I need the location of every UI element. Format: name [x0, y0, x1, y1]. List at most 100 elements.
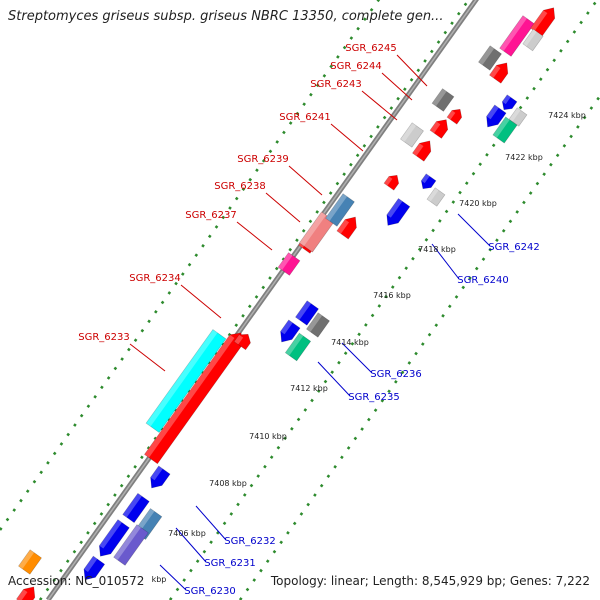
gene-feature-sgr-6242[interactable] [420, 173, 437, 190]
gene-feature-sgr-6241[interactable] [383, 174, 400, 191]
scale-labels: 7406 kbp 7408 kbp 7410 kbp 7412 kbp 7414 kbp… [152, 111, 586, 584]
leader-line [288, 165, 323, 196]
gene-label-sgr_6245[interactable]: SGR_6245 [345, 43, 397, 54]
gene-feature-sgr-6239[interactable] [325, 193, 355, 227]
gene-feature-7424-gray[interactable] [508, 107, 528, 127]
gene-feature-7424-blue-2-shade [486, 104, 499, 120]
gene-feature-sgr-6233-cds[interactable] [144, 332, 244, 465]
gene-feature-sgr-6232-shade [99, 519, 122, 549]
gene-feature-sgr-6245-shade [432, 88, 447, 107]
gene-label-sgr_6231[interactable]: SGR_6231 [204, 558, 256, 569]
gene-feature-bottom-red[interactable] [16, 586, 36, 600]
leader-line [396, 54, 428, 87]
gene-label-sgr_6237[interactable]: SGR_6237 [185, 210, 237, 221]
gene-feature-sgr-6244[interactable] [446, 108, 463, 125]
gene-feature-sgr-6241-shade [384, 176, 393, 186]
gene-label-sgr_6234[interactable]: SGR_6234 [129, 273, 181, 284]
label-leader-lines [129, 54, 491, 591]
leader-line [341, 342, 373, 374]
leader-line [381, 72, 413, 101]
gene-feature-7424-blue[interactable] [501, 94, 518, 111]
gene-feature-sgr-6234-cds[interactable] [233, 333, 251, 351]
gene-feature-sgr-6236-b-shade [295, 300, 312, 320]
gene-feature-sgr-6237[interactable] [277, 252, 301, 276]
gene-feature-sgr-6239-cds[interactable] [336, 216, 357, 240]
gene-label-sgr_6230[interactable]: SGR_6230 [184, 586, 236, 597]
scale-label: 7408 kbp [209, 479, 247, 488]
gene-feature-sgr-6236-gray[interactable] [306, 312, 330, 338]
gene-feature-sgr-6240[interactable] [386, 198, 411, 226]
gene-feature-top-red[interactable] [489, 62, 509, 84]
scale-label: 7422 kbp [505, 153, 543, 162]
gene-feature-sgr-6240-shade [386, 198, 403, 218]
gene-label-sgr_6236[interactable]: SGR_6236 [370, 369, 422, 380]
gene-feature-sgr-6233[interactable] [145, 329, 227, 433]
gene-feature-7422-green-shade [492, 116, 510, 138]
gene-feature-sgr-6243-cds-shade [412, 143, 424, 156]
gene-feature-sgr-6232-b-shade [122, 493, 142, 518]
scale-label: 7420 kbp [459, 199, 497, 208]
scale-dot-line [38, 0, 471, 600]
gene-feature-bottom-orange[interactable] [18, 549, 42, 575]
scale-label: 7410 kbp [249, 432, 287, 441]
gene-feature-sgr-6239-shade [325, 193, 348, 221]
gene-feature-sgr-6244-cds[interactable] [429, 119, 449, 139]
leader-line [361, 90, 398, 121]
leader-line [317, 361, 351, 397]
gene-feature-top-red-shade [489, 65, 501, 78]
gene-feature-sgr-6232-a[interactable] [150, 465, 171, 489]
gene-feature-sgr-6242-gray[interactable] [426, 187, 446, 207]
gene-feature-sgr-6235[interactable] [284, 332, 312, 362]
gene-feature-sgr-6232[interactable] [99, 519, 130, 557]
gene-feature-sgr-6230[interactable] [113, 524, 149, 566]
scale-dot-line [168, 0, 599, 600]
accession-label: Accession: NC_010572 [8, 574, 145, 588]
gene-label-sgr_6241[interactable]: SGR_6241 [279, 112, 331, 123]
gene-label-sgr_6242[interactable]: SGR_6242 [488, 242, 540, 253]
gene-label-sgr_6232[interactable]: SGR_6232 [224, 536, 276, 547]
genome-summary: Topology: linear; Length: 8,545,929 bp; … [270, 574, 590, 588]
gene-label-sgr_6243[interactable]: SGR_6243 [310, 79, 362, 90]
leader-line [457, 213, 491, 247]
gene-feature-7424-blue-2[interactable] [486, 104, 507, 128]
gene-label-sgr_6240[interactable]: SGR_6240 [457, 275, 509, 286]
leader-line [175, 527, 207, 563]
gene-feature-sgr-6232-b[interactable] [122, 492, 150, 524]
gene-feature-sgr-6233-shade [146, 329, 218, 427]
gene-label-sgr_6238[interactable]: SGR_6238 [214, 181, 266, 192]
gene-feature-sgr-6245[interactable] [431, 88, 455, 112]
leader-line [159, 564, 187, 591]
gene-feature-7424-blue-shade [502, 94, 511, 105]
gene-label-sgr_6239[interactable]: SGR_6239 [237, 154, 289, 165]
gene-feature-sgr-6236[interactable] [280, 319, 301, 343]
leader-line [180, 284, 222, 319]
gene-feature-sgr-6237-shade [278, 252, 293, 271]
gene-feature-sgr-6233-cds-shade [144, 334, 235, 458]
gene-feature-sgr-6235-shade [285, 333, 304, 356]
gene-feature-sgr-6243[interactable] [400, 122, 424, 148]
map-title: Streptomyces griseus subsp. griseus NBRC… [8, 9, 444, 24]
gene-feature-7422-green[interactable] [492, 116, 518, 144]
gene-feature-sgr-6238-shade [299, 211, 327, 247]
scale-label: 7418 kbp [418, 245, 456, 254]
gene-feature-sgr-6230-b[interactable] [83, 555, 106, 581]
scale-label: 7424 kbp [548, 111, 586, 120]
gene-feature-top-gray-2[interactable] [522, 28, 544, 52]
gene-feature-sgr-6242-gray-shade [427, 187, 439, 202]
leader-line [129, 343, 166, 372]
gene-label-sgr_6235[interactable]: SGR_6235 [348, 392, 400, 403]
gene-feature-sgr-6243-shade [400, 122, 417, 142]
scale-label: 7414 kbp [331, 338, 369, 347]
gene-feature-7424-gray-shade [509, 107, 521, 122]
gene-feature-sgr-6236-b[interactable] [295, 300, 319, 326]
gene-feature-top-gray[interactable] [478, 45, 502, 71]
gene-feature-sgr-6243-cds[interactable] [412, 140, 432, 162]
gene-feature-bottom-red-shade [16, 589, 28, 600]
gene-feature-top-gray-2-shade [522, 29, 537, 47]
leader-line [195, 505, 227, 541]
gene-label-sgr_6233[interactable]: SGR_6233 [78, 332, 130, 343]
gene-feature-sgr-6230-shade [113, 524, 141, 561]
gene-feature-sgr-6236-shade [280, 319, 293, 335]
gene-label-sgr_6244[interactable]: SGR_6244 [330, 61, 382, 72]
